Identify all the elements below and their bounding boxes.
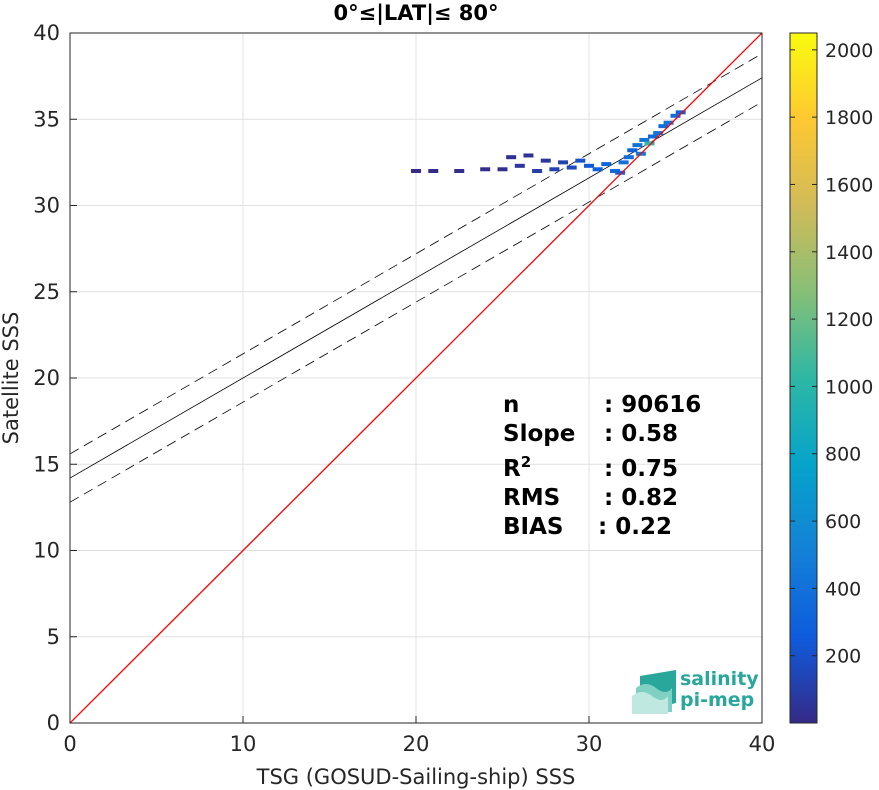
y-tick-label: 25 xyxy=(33,280,60,304)
colorbar-tick-label: 1600 xyxy=(825,174,873,196)
density-point xyxy=(549,167,560,172)
statistics-panel: n : 90616 Slope : 0.58 R2 : 0.75 RMS : 0.82 BIAS… xyxy=(503,392,701,540)
density-point xyxy=(514,163,525,168)
density-point xyxy=(454,169,465,173)
stat-label-n: n xyxy=(503,392,519,418)
density-point xyxy=(601,162,612,167)
density-point xyxy=(670,113,681,118)
colorbar-tick-label: 1400 xyxy=(825,242,873,264)
stat-value: : 0.22 xyxy=(598,514,672,540)
upper-confidence-line xyxy=(70,53,762,455)
colorbar-tick-label: 800 xyxy=(825,444,861,466)
y-tick-label: 30 xyxy=(33,194,60,218)
density-point xyxy=(566,165,577,170)
colorbar-tick-label: 2000 xyxy=(825,40,873,62)
y-tick-label: 10 xyxy=(33,539,60,563)
y-tick-label: 0 xyxy=(47,711,60,735)
stat-label-text: BIAS xyxy=(503,514,563,540)
density-point xyxy=(575,158,586,163)
density-point xyxy=(653,131,664,136)
density-point xyxy=(663,120,674,125)
one-to-one-line-group xyxy=(70,33,762,723)
y-tick-label: 5 xyxy=(47,625,60,649)
density-point xyxy=(506,155,517,160)
stat-label-text: n xyxy=(503,392,519,418)
density-point xyxy=(609,169,620,173)
y-axis-label: Satellite SSS xyxy=(0,312,23,445)
density-point xyxy=(648,134,659,139)
density-point xyxy=(627,148,638,153)
stat-label-bias: BIAS xyxy=(503,514,563,540)
y-axis-ticks: 0 5 10 15 20 25 30 35 40 xyxy=(33,21,77,735)
logo-line1: salinity xyxy=(680,668,759,690)
x-axis-ticks: 0 10 20 30 40 xyxy=(63,716,775,756)
stat-label-superscript: 2 xyxy=(521,453,531,471)
density-point xyxy=(540,158,551,163)
stat-value: : 90616 xyxy=(604,392,701,418)
colorbar xyxy=(789,32,818,724)
colorbar-tick-label: 1200 xyxy=(825,309,873,331)
stat-label-text: RMS xyxy=(503,485,560,511)
colorbar-tick-label: 1800 xyxy=(825,107,873,129)
lower-confidence-line xyxy=(70,101,762,503)
density-point xyxy=(480,167,491,172)
stat-value: : 0.58 xyxy=(604,421,678,447)
stat-value: : 0.75 xyxy=(604,456,678,482)
density-point xyxy=(615,170,626,175)
density-point xyxy=(639,137,650,142)
density-point xyxy=(584,163,594,168)
y-tick-label: 20 xyxy=(33,366,60,390)
stat-label-rms: RMS xyxy=(503,485,560,511)
colorbar-tick-label: 600 xyxy=(825,511,861,533)
density-point xyxy=(623,155,634,160)
density-point xyxy=(658,124,669,129)
stat-value: : 0.82 xyxy=(604,485,678,511)
y-tick-label: 15 xyxy=(33,452,60,476)
density-point xyxy=(558,160,569,165)
density-point xyxy=(592,167,603,172)
logo-line2: pi-mep xyxy=(680,689,754,711)
density-point xyxy=(532,169,543,173)
x-tick-label: 30 xyxy=(576,732,603,756)
density-point xyxy=(411,169,421,173)
density-point xyxy=(632,143,643,148)
y-tick-label: 40 xyxy=(33,21,60,45)
stat-label-slope: Slope xyxy=(503,421,575,447)
density-point xyxy=(644,141,655,146)
stat-label-text: R xyxy=(503,456,521,482)
colorbar-tick-label: 400 xyxy=(825,578,861,600)
x-tick-label: 40 xyxy=(749,732,776,756)
y-tick-label: 35 xyxy=(33,107,60,131)
stat-label-text: Slope xyxy=(503,421,575,447)
colorbar-ticks: 200 400 600 800 1000 1200 1400 1600 1800 2000 xyxy=(790,40,873,668)
density-point xyxy=(497,167,508,172)
chart-title: 0°≤|LAT|≤ 80° xyxy=(333,1,498,26)
density-point xyxy=(675,110,686,115)
density-point xyxy=(618,160,629,165)
salinity-pi-mep-logo: salinity pi-mep xyxy=(632,668,759,714)
density-point xyxy=(523,153,534,158)
one-to-one-line xyxy=(70,33,762,723)
x-tick-label: 10 xyxy=(230,732,257,756)
density-point xyxy=(428,169,439,173)
stat-label-r: R2 xyxy=(503,453,531,482)
x-tick-label: 0 xyxy=(63,732,76,756)
logo-wave-icon xyxy=(632,670,676,714)
x-axis-label: TSG (GOSUD-Sailing-ship) SSS xyxy=(256,765,576,789)
x-tick-label: 20 xyxy=(403,732,430,756)
colorbar-tick-label: 200 xyxy=(825,646,861,668)
colorbar-tick-label: 1000 xyxy=(825,376,873,398)
